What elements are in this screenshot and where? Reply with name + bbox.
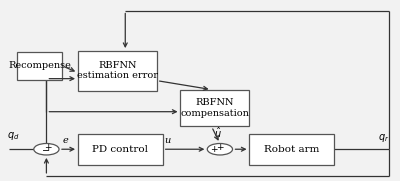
Text: $q_r$: $q_r$ — [378, 132, 390, 144]
Circle shape — [207, 144, 232, 155]
Text: u: u — [165, 136, 171, 145]
Text: PD control: PD control — [92, 145, 148, 154]
Circle shape — [34, 144, 59, 155]
FancyBboxPatch shape — [250, 134, 334, 165]
FancyBboxPatch shape — [17, 52, 62, 80]
FancyBboxPatch shape — [78, 51, 157, 90]
Text: $\hat{u}$: $\hat{u}$ — [214, 126, 222, 140]
Text: $q_d$: $q_d$ — [7, 130, 20, 142]
Text: +: + — [44, 143, 52, 152]
FancyBboxPatch shape — [180, 90, 250, 126]
Text: e: e — [63, 136, 69, 145]
Text: +: + — [216, 143, 224, 152]
FancyBboxPatch shape — [78, 134, 163, 165]
Text: RBFNN
estimation error: RBFNN estimation error — [77, 61, 158, 80]
Text: Recompense: Recompense — [8, 61, 71, 70]
Text: −: − — [42, 147, 50, 156]
Text: +: + — [210, 145, 218, 154]
Text: RBFNN
compensation: RBFNN compensation — [180, 98, 250, 118]
Text: Robot arm: Robot arm — [264, 145, 320, 154]
